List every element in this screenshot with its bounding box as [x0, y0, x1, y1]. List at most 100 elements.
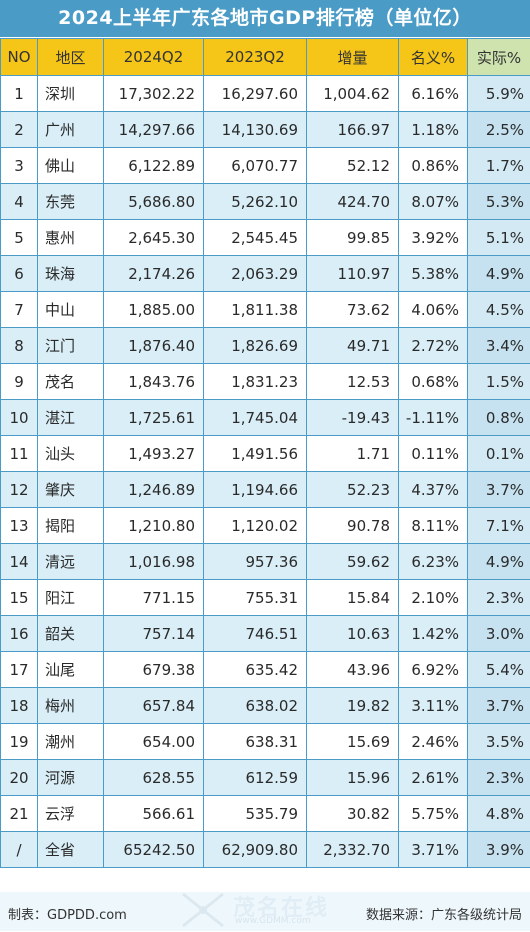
cell-real-pct: 4.9%	[468, 544, 530, 580]
cell-real-pct: 5.1%	[468, 220, 530, 256]
cell-2023q2: 1,831.23	[204, 364, 307, 400]
cell-region: 肇庆	[38, 472, 104, 508]
cell-increment: 52.23	[307, 472, 399, 508]
cell-2024q2: 65242.50	[104, 832, 204, 868]
cell-2023q2: 746.51	[204, 616, 307, 652]
cell-increment: 90.78	[307, 508, 399, 544]
cell-nominal-pct: 2.46%	[399, 724, 468, 760]
cell-region: 韶关	[38, 616, 104, 652]
cell-no: 3	[1, 148, 38, 184]
cell-no: 20	[1, 760, 38, 796]
cell-2024q2: 566.61	[104, 796, 204, 832]
cell-2024q2: 14,297.66	[104, 112, 204, 148]
cell-2023q2: 638.31	[204, 724, 307, 760]
watermark-emblem-icon	[175, 888, 231, 932]
cell-region: 潮州	[38, 724, 104, 760]
cell-2023q2: 1,811.38	[204, 292, 307, 328]
cell-2023q2: 535.79	[204, 796, 307, 832]
header-increment: 增量	[307, 39, 399, 76]
cell-real-pct: 3.7%	[468, 688, 530, 724]
cell-increment: 15.69	[307, 724, 399, 760]
cell-increment: 1,004.62	[307, 76, 399, 112]
cell-2023q2: 2,545.45	[204, 220, 307, 256]
cell-real-pct: 1.7%	[468, 148, 530, 184]
cell-nominal-pct: 8.07%	[399, 184, 468, 220]
cell-region: 云浮	[38, 796, 104, 832]
cell-no: /	[1, 832, 38, 868]
cell-real-pct: 2.3%	[468, 580, 530, 616]
cell-increment: 15.84	[307, 580, 399, 616]
cell-real-pct: 2.5%	[468, 112, 530, 148]
cell-no: 5	[1, 220, 38, 256]
cell-increment: 1.71	[307, 436, 399, 472]
cell-2023q2: 1,826.69	[204, 328, 307, 364]
cell-no: 8	[1, 328, 38, 364]
cell-nominal-pct: 2.10%	[399, 580, 468, 616]
cell-nominal-pct: 4.06%	[399, 292, 468, 328]
cell-region: 清远	[38, 544, 104, 580]
cell-region: 全省	[38, 832, 104, 868]
cell-2023q2: 957.36	[204, 544, 307, 580]
cell-nominal-pct: -1.11%	[399, 400, 468, 436]
cell-2024q2: 2,174.26	[104, 256, 204, 292]
cell-region: 汕头	[38, 436, 104, 472]
watermark-logo: 茂名在线 www.GDMM.com	[175, 888, 365, 932]
cell-2023q2: 62,909.80	[204, 832, 307, 868]
cell-no: 19	[1, 724, 38, 760]
cell-real-pct: 3.4%	[468, 328, 530, 364]
cell-nominal-pct: 3.92%	[399, 220, 468, 256]
header-row: NO 地区 2024Q2 2023Q2 增量 名义% 实际%	[1, 39, 530, 76]
cell-region: 中山	[38, 292, 104, 328]
cell-nominal-pct: 0.68%	[399, 364, 468, 400]
cell-2023q2: 1,491.56	[204, 436, 307, 472]
cell-nominal-pct: 6.16%	[399, 76, 468, 112]
cell-2023q2: 1,745.04	[204, 400, 307, 436]
cell-nominal-pct: 0.86%	[399, 148, 468, 184]
cell-2024q2: 679.38	[104, 652, 204, 688]
cell-no: 10	[1, 400, 38, 436]
cell-real-pct: 5.4%	[468, 652, 530, 688]
cell-2024q2: 5,686.80	[104, 184, 204, 220]
cell-increment: 10.63	[307, 616, 399, 652]
cell-increment: 30.82	[307, 796, 399, 832]
cell-real-pct: 3.5%	[468, 724, 530, 760]
cell-nominal-pct: 6.23%	[399, 544, 468, 580]
cell-real-pct: 4.5%	[468, 292, 530, 328]
cell-2024q2: 654.00	[104, 724, 204, 760]
cell-nominal-pct: 6.92%	[399, 652, 468, 688]
cell-region: 佛山	[38, 148, 104, 184]
cell-nominal-pct: 3.71%	[399, 832, 468, 868]
cell-increment: 73.62	[307, 292, 399, 328]
cell-2024q2: 657.84	[104, 688, 204, 724]
cell-nominal-pct: 1.42%	[399, 616, 468, 652]
cell-region: 梅州	[38, 688, 104, 724]
cell-2024q2: 1,876.40	[104, 328, 204, 364]
cell-no: 16	[1, 616, 38, 652]
cell-2024q2: 6,122.89	[104, 148, 204, 184]
header-real-pct: 实际%	[468, 39, 530, 76]
cell-2023q2: 638.02	[204, 688, 307, 724]
header-region: 地区	[38, 39, 104, 76]
cell-no: 17	[1, 652, 38, 688]
cell-increment: 15.96	[307, 760, 399, 796]
cell-real-pct: 0.8%	[468, 400, 530, 436]
header-2024q2: 2024Q2	[104, 39, 204, 76]
cell-2023q2: 1,120.02	[204, 508, 307, 544]
watermark-url: www.GDMM.com	[235, 916, 311, 926]
cell-region: 广州	[38, 112, 104, 148]
